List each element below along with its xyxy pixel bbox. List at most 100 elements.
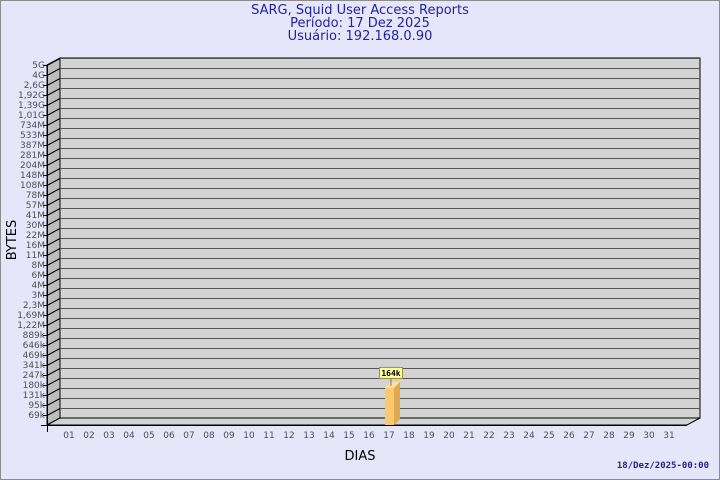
y-tick-label: 57M xyxy=(26,201,45,211)
x-tick-label: 28 xyxy=(603,431,615,441)
x-tick-label: 23 xyxy=(503,431,514,441)
side-grid-line xyxy=(46,88,61,96)
side-grid-line xyxy=(46,318,61,326)
x-tick-label: 27 xyxy=(583,431,594,441)
y-tick-label: 4G xyxy=(32,71,45,81)
y-tick-label: 3M xyxy=(32,291,46,301)
side-grid-line xyxy=(46,158,61,166)
x-tick-label: 02 xyxy=(83,431,94,441)
user-label: Usuário: 192.168.0.90 xyxy=(287,29,433,44)
y-tick-label: 341k xyxy=(23,361,46,371)
x-tick-label: 01 xyxy=(63,431,74,441)
x-axis-title: DIAS xyxy=(345,449,376,464)
side-grid-line xyxy=(46,118,61,126)
x-tick-label: 12 xyxy=(283,431,294,441)
y-tick-label: 108M xyxy=(20,181,45,191)
x-tick-label: 04 xyxy=(123,431,135,441)
x-tick-label: 13 xyxy=(303,431,314,441)
x-tick-label: 06 xyxy=(163,431,175,441)
x-tick-label: 10 xyxy=(243,431,255,441)
period-label: Período: 17 Dez 2025 xyxy=(290,16,430,31)
y-tick-label: 1,01G xyxy=(18,111,45,121)
side-grid-line xyxy=(46,368,61,376)
y-tick-label: 78M xyxy=(26,191,45,201)
x-tick-label: 26 xyxy=(563,431,575,441)
x-tick-label: 14 xyxy=(323,431,335,441)
side-grid-line xyxy=(46,378,61,386)
side-grid-line xyxy=(46,328,61,336)
side-grid-line xyxy=(46,128,61,136)
chart-title: SARG, Squid User Access Reports xyxy=(251,3,469,18)
x-tick-label: 05 xyxy=(143,431,154,441)
side-grid-line xyxy=(46,188,61,196)
y-tick-label: 247k xyxy=(23,371,46,381)
y-tick-label: 2,3M xyxy=(23,301,45,311)
side-grid-line xyxy=(46,208,61,216)
x-tick-label: 11 xyxy=(263,431,274,441)
y-tick-label: 30M xyxy=(26,221,45,231)
side-grid-line xyxy=(46,258,61,266)
side-grid-line xyxy=(46,108,61,116)
y-tick-label: 8M xyxy=(32,261,46,271)
y-tick-label: 1,39G xyxy=(18,101,45,111)
side-grid-line xyxy=(46,228,61,236)
side-grid-line xyxy=(46,298,61,306)
y-tick-label: 16M xyxy=(26,241,45,251)
x-tick-label: 29 xyxy=(623,431,635,441)
x-tick-label: 08 xyxy=(203,431,215,441)
y-tick-label: 4M xyxy=(32,281,46,291)
x-tick-label: 24 xyxy=(523,431,535,441)
y-tick-label: 6M xyxy=(32,271,46,281)
x-tick-label: 09 xyxy=(223,431,235,441)
y-tick-label: 646k xyxy=(23,341,46,351)
x-tick-label: 03 xyxy=(103,431,114,441)
side-grid-line xyxy=(46,268,61,276)
side-grid-line xyxy=(46,238,61,246)
side-grid-line xyxy=(46,148,61,156)
side-grid-line xyxy=(46,248,61,256)
side-grid-line xyxy=(46,308,61,316)
y-tick-label: 22M xyxy=(26,231,45,241)
y-tick-label: 204M xyxy=(20,161,45,171)
x-tick-label: 15 xyxy=(343,431,354,441)
side-grid-line xyxy=(46,218,61,226)
side-grid-line xyxy=(46,338,61,346)
side-grid-line xyxy=(46,58,61,66)
y-tick-label: 95k xyxy=(28,401,45,411)
y-tick-label: 469k xyxy=(23,351,46,361)
side-grid-line xyxy=(46,288,61,296)
x-tick-label: 20 xyxy=(443,431,455,441)
side-grid-line xyxy=(46,348,61,356)
y-tick-label: 180k xyxy=(23,381,46,391)
y-tick-label: 5G xyxy=(32,61,45,71)
side-grid-line xyxy=(46,178,61,186)
y-tick-label: 734M xyxy=(20,121,45,131)
plot-floor xyxy=(46,417,701,426)
side-grid-line xyxy=(46,278,61,286)
side-grid-line xyxy=(46,168,61,176)
y-tick-label: 1,22M xyxy=(17,321,45,331)
side-grid-line xyxy=(46,98,61,106)
y-tick-label: 148M xyxy=(20,171,45,181)
y-tick-label: 533M xyxy=(20,131,45,141)
side-grid-line xyxy=(46,398,61,406)
side-grid-line xyxy=(46,198,61,206)
side-grid-line xyxy=(46,358,61,366)
bar-value-label: 164k xyxy=(381,369,400,378)
generated-timestamp: 18/Dez/2025-00:00 xyxy=(616,461,709,471)
y-tick-label: 889k xyxy=(23,331,46,341)
x-tick-label: 07 xyxy=(183,431,194,441)
bar xyxy=(385,387,394,425)
x-tick-label: 22 xyxy=(483,431,494,441)
x-tick-label: 17 xyxy=(383,431,394,441)
x-tick-label: 25 xyxy=(543,431,554,441)
y-tick-label: 41M xyxy=(26,211,45,221)
y-tick-label: 387M xyxy=(20,141,45,151)
y-tick-label: 131k xyxy=(23,391,46,401)
y-axis-title: BYTES xyxy=(5,220,20,261)
side-grid-line xyxy=(46,68,61,76)
side-grid-line xyxy=(46,138,61,146)
x-tick-label: 19 xyxy=(423,431,435,441)
y-tick-label: 1,69M xyxy=(17,311,45,321)
side-grid-line xyxy=(46,78,61,86)
